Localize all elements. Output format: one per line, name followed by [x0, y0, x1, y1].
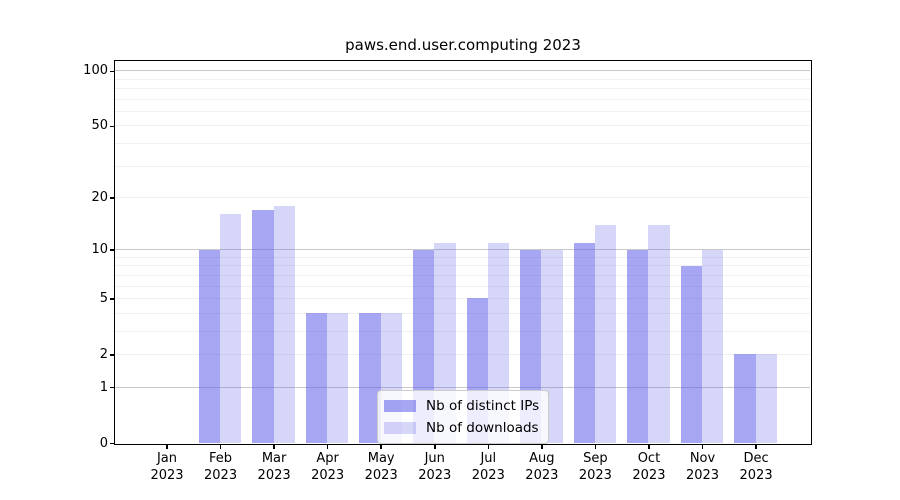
bar-nb-of-downloads-dec — [755, 354, 777, 443]
plot-inner: Nb of distinct IPs Nb of downloads — [115, 61, 810, 444]
bar-nb-of-distinct-ips-may — [359, 313, 381, 443]
y-tick-label: 2 — [99, 346, 108, 362]
x-tick-mark — [166, 445, 168, 449]
legend-label-distinct-ips: Nb of distinct IPs — [426, 397, 540, 414]
y-tick-mark — [110, 197, 114, 199]
y-tick-label: 0 — [99, 435, 108, 451]
x-tick-mark — [594, 445, 597, 449]
y-tick-mark — [110, 354, 114, 356]
x-tick-label: Apr 2023 — [311, 450, 345, 483]
gridline-minor — [115, 265, 810, 267]
chart-title: paws.end.user.computing 2023 — [345, 36, 581, 54]
bar-nb-of-distinct-ips-nov — [680, 265, 702, 443]
gridline-minor — [115, 330, 810, 332]
gridline-major — [115, 386, 810, 388]
bar-nb-of-distinct-ips-sep — [573, 242, 595, 443]
y-tick-mark — [110, 386, 114, 389]
gridline-major — [115, 70, 810, 72]
gridline-minor — [115, 285, 810, 287]
gridline-minor — [115, 274, 810, 276]
gridline-minor — [115, 196, 810, 198]
bar-nb-of-downloads-nov — [702, 249, 724, 443]
gridline-minor — [115, 353, 810, 355]
legend-entry-distinct-ips: Nb of distinct IPs — [384, 396, 539, 415]
gridline-minor — [115, 142, 810, 144]
y-tick-mark — [110, 298, 114, 300]
x-tick-mark — [541, 445, 543, 449]
gridline-minor — [115, 256, 810, 258]
legend-label-downloads: Nb of downloads — [426, 419, 539, 436]
y-tick-label: 1 — [99, 379, 108, 395]
x-tick-mark — [326, 445, 329, 449]
gridline-minor — [115, 125, 810, 127]
y-tick-label: 5 — [99, 290, 108, 306]
y-tick-label: 50 — [91, 118, 108, 134]
x-tick-label: May 2023 — [364, 450, 398, 483]
x-tick-mark — [487, 445, 490, 449]
x-tick-mark — [755, 445, 757, 449]
x-tick-mark — [380, 445, 382, 449]
gridline-minor — [115, 297, 810, 299]
x-tick-label: Jul 2023 — [471, 450, 505, 483]
gridline-minor — [115, 312, 810, 314]
y-tick-mark — [110, 249, 114, 251]
bar-nb-of-downloads-sep — [594, 224, 617, 443]
bar-nb-of-distinct-ips-apr — [305, 313, 328, 443]
x-tick-mark — [219, 445, 222, 449]
gridline-minor — [115, 165, 810, 167]
y-tick-mark — [110, 70, 114, 72]
x-tick-label: Aug 2023 — [525, 450, 559, 483]
x-tick-mark — [648, 445, 650, 449]
gridline-minor — [115, 88, 810, 90]
x-tick-mark — [434, 445, 436, 449]
bar-nb-of-distinct-ips-feb — [198, 249, 221, 443]
y-tick-label: 20 — [91, 189, 108, 205]
plot-area: Nb of distinct IPs Nb of downloads — [114, 60, 812, 445]
x-tick-label: Mar 2023 — [257, 450, 291, 483]
legend-entry-downloads: Nb of downloads — [384, 418, 539, 437]
y-tick-label: 10 — [91, 242, 108, 258]
bar-nb-of-downloads-apr — [327, 313, 349, 443]
y-tick-mark — [110, 442, 114, 445]
y-tick-mark — [110, 125, 114, 128]
gridline-major — [115, 249, 810, 251]
x-tick-mark — [701, 445, 704, 449]
legend-swatch-downloads — [384, 421, 416, 434]
legend-swatch-distinct-ips — [384, 399, 416, 412]
x-tick-label: Nov 2023 — [685, 450, 720, 483]
bar-nb-of-distinct-ips-mar — [252, 209, 274, 443]
bar-nb-of-distinct-ips-dec — [734, 354, 756, 443]
bar-nb-of-downloads-feb — [220, 214, 242, 443]
x-tick-label: Sep 2023 — [578, 450, 612, 483]
bar-nb-of-downloads-oct — [648, 224, 670, 443]
x-tick-label: Jan 2023 — [150, 450, 184, 483]
bar-nb-of-downloads-mar — [273, 205, 295, 443]
gridline-minor — [115, 110, 810, 112]
gridline-minor — [115, 78, 810, 80]
gridline-minor — [115, 98, 810, 100]
x-tick-mark — [273, 445, 275, 449]
x-tick-label: Feb 2023 — [204, 450, 238, 483]
y-tick-label: 100 — [83, 63, 108, 79]
legend: Nb of distinct IPs Nb of downloads — [377, 390, 550, 444]
x-tick-label: Oct 2023 — [632, 450, 666, 483]
bar-nb-of-distinct-ips-oct — [627, 249, 649, 443]
x-tick-label: Jun 2023 — [418, 450, 452, 483]
x-tick-label: Dec 2023 — [739, 450, 773, 483]
